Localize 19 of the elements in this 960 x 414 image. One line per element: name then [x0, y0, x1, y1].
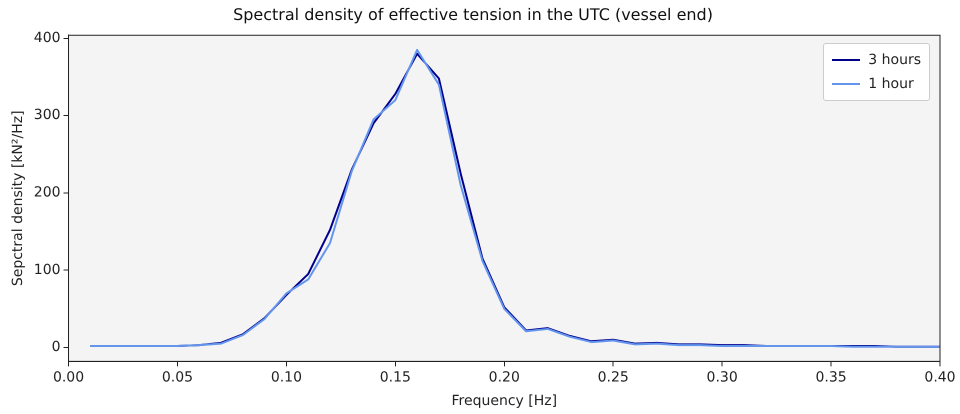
y-tick-label: 200	[34, 184, 61, 201]
y-axis-title: Sepctral density [kN²/Hz]	[10, 110, 26, 286]
x-tick-label: 0.25	[598, 369, 629, 386]
y-tick-label: 300	[34, 107, 61, 124]
y-tick-label: 400	[34, 30, 61, 46]
x-tick-label: 0.15	[380, 369, 411, 386]
x-tick-label: 0.35	[815, 369, 847, 386]
chart-title: Spectral density of effective tension in the UTC (vessel end)	[233, 4, 713, 24]
y-tick-label: 0	[52, 339, 61, 356]
x-tick-label: 0.05	[162, 369, 194, 386]
legend-label: 1 hour	[868, 76, 914, 92]
x-axis-title: Frequency [Hz]	[451, 393, 558, 410]
y-tick-label: 100	[34, 262, 61, 278]
x-tick-label: 0.10	[270, 369, 302, 386]
x-tick-label: 0.00	[52, 369, 84, 386]
legend-label: 3 hours	[868, 52, 921, 68]
x-tick-label: 0.30	[706, 369, 738, 386]
x-tick-label: 0.40	[924, 369, 956, 386]
x-tick-label: 0.20	[488, 369, 520, 386]
